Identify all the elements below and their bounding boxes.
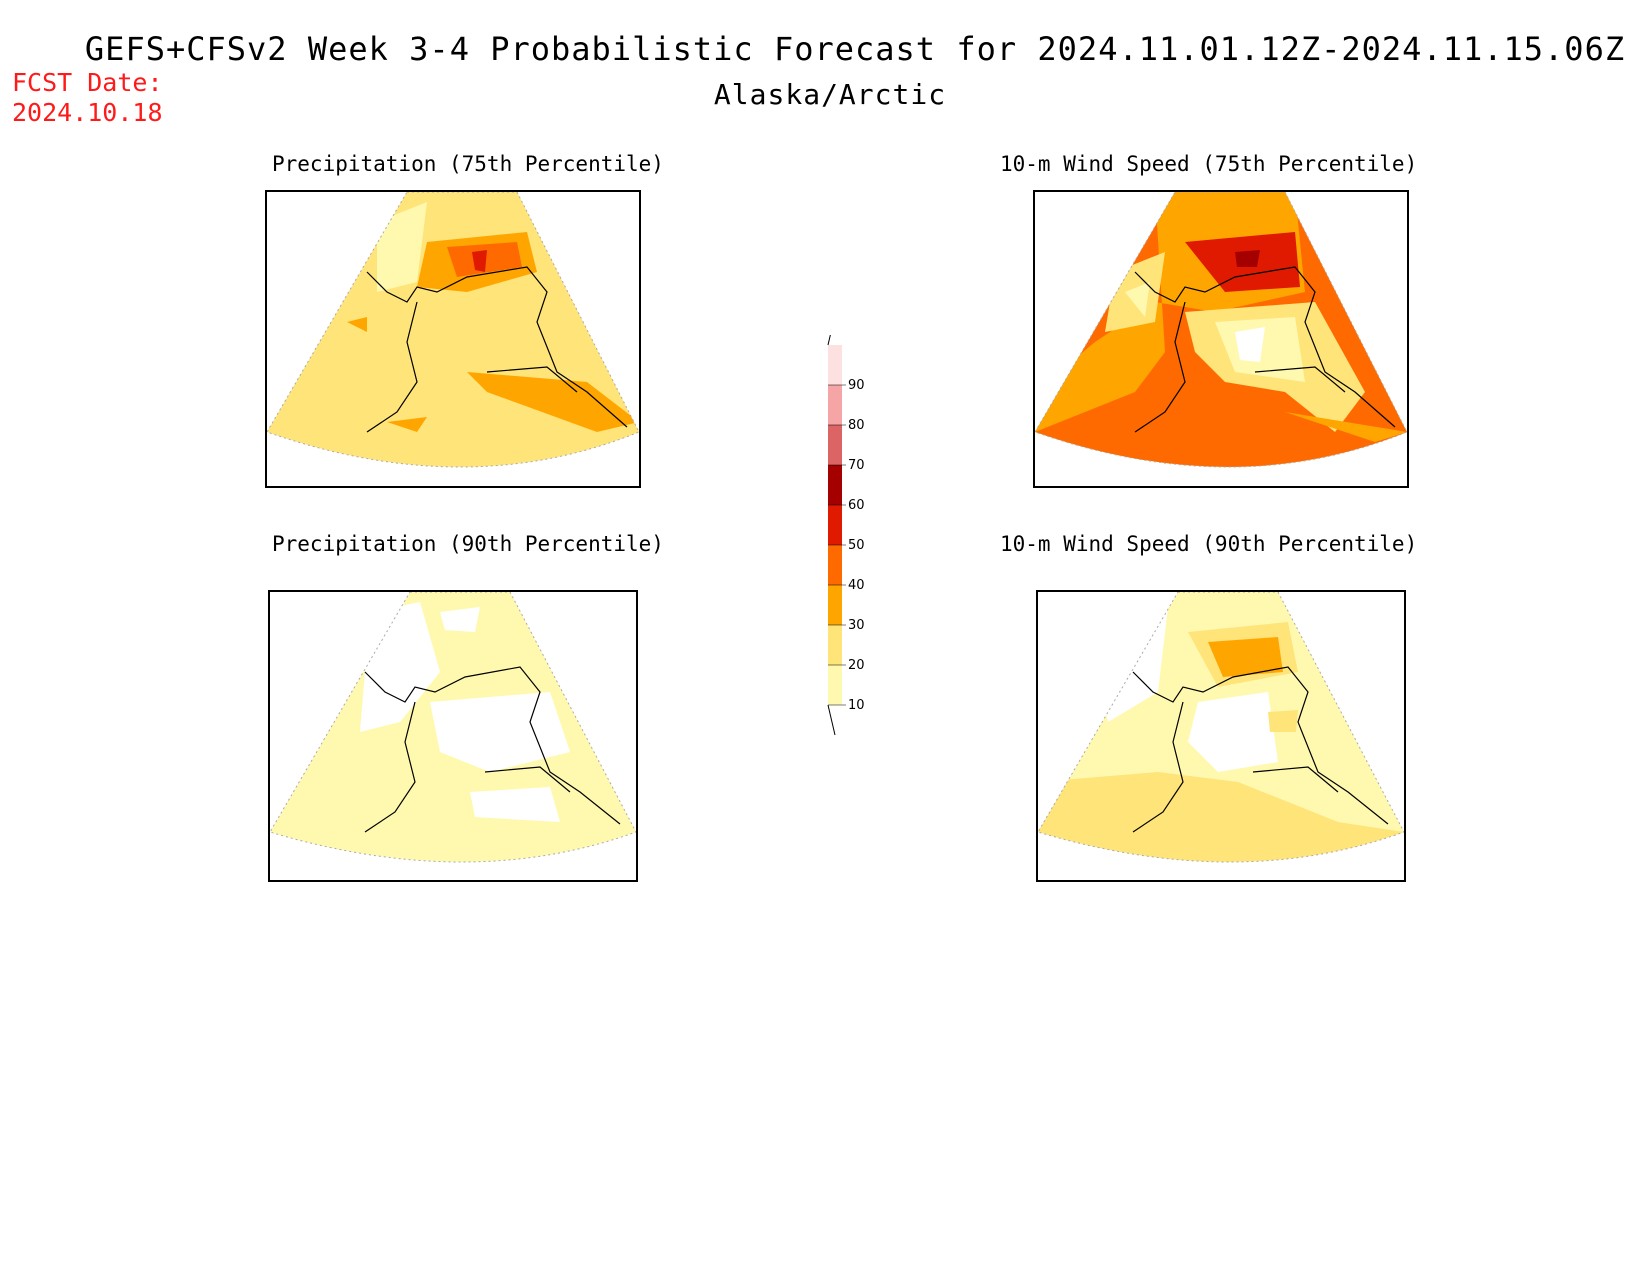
- region-subtitle: Alaska/Arctic: [713, 78, 947, 111]
- colorbar-swatch: [828, 465, 842, 505]
- panel-title-precip-75: Precipitation (75th Percentile): [272, 152, 664, 176]
- colorbar-tick-label: 50: [848, 538, 865, 553]
- colorbar-swatch: [828, 505, 842, 545]
- map-wind-90: [1036, 590, 1406, 882]
- map-wind-75: [1033, 190, 1409, 488]
- colorbar-tick-label: 40: [848, 578, 865, 593]
- colorbar-swatch: [828, 585, 842, 625]
- colorbar-tick-label: 10: [848, 698, 865, 713]
- map-precip-90: [268, 590, 638, 882]
- colorbar-swatch: [828, 545, 842, 585]
- colorbar-tips: [827, 335, 836, 736]
- main-title: GEFS+CFSv2 Week 3-4 Probabilistic Foreca…: [84, 30, 1626, 68]
- colorbar-swatch: [828, 345, 842, 385]
- colorbar-swatch: [828, 425, 842, 465]
- colorbar-tick-label: 30: [848, 618, 865, 633]
- colorbar-tick-label: 80: [848, 418, 865, 433]
- colorbar-swatch: [828, 665, 842, 705]
- panel-title-wind-90: 10-m Wind Speed (90th Percentile): [1000, 532, 1418, 556]
- colorbar-tick-label: 60: [848, 498, 865, 513]
- colorbar-tick-label: 70: [848, 458, 865, 473]
- panel-title-precip-90: Precipitation (90th Percentile): [272, 532, 664, 556]
- fcst-date-label: FCST Date:: [12, 68, 163, 97]
- colorbar-swatch: [828, 385, 842, 425]
- colorbar-tick-label: 90: [848, 378, 865, 393]
- colorbar: 10 20 30 40 50 60 70 80 90: [827, 335, 865, 736]
- map-precip-75: [265, 190, 641, 488]
- colorbar-tick-label: 20: [848, 658, 865, 673]
- fcst-date-value: 2024.10.18: [12, 98, 163, 127]
- colorbar-swatch: [828, 625, 842, 665]
- panel-title-wind-75: 10-m Wind Speed (75th Percentile): [1000, 152, 1418, 176]
